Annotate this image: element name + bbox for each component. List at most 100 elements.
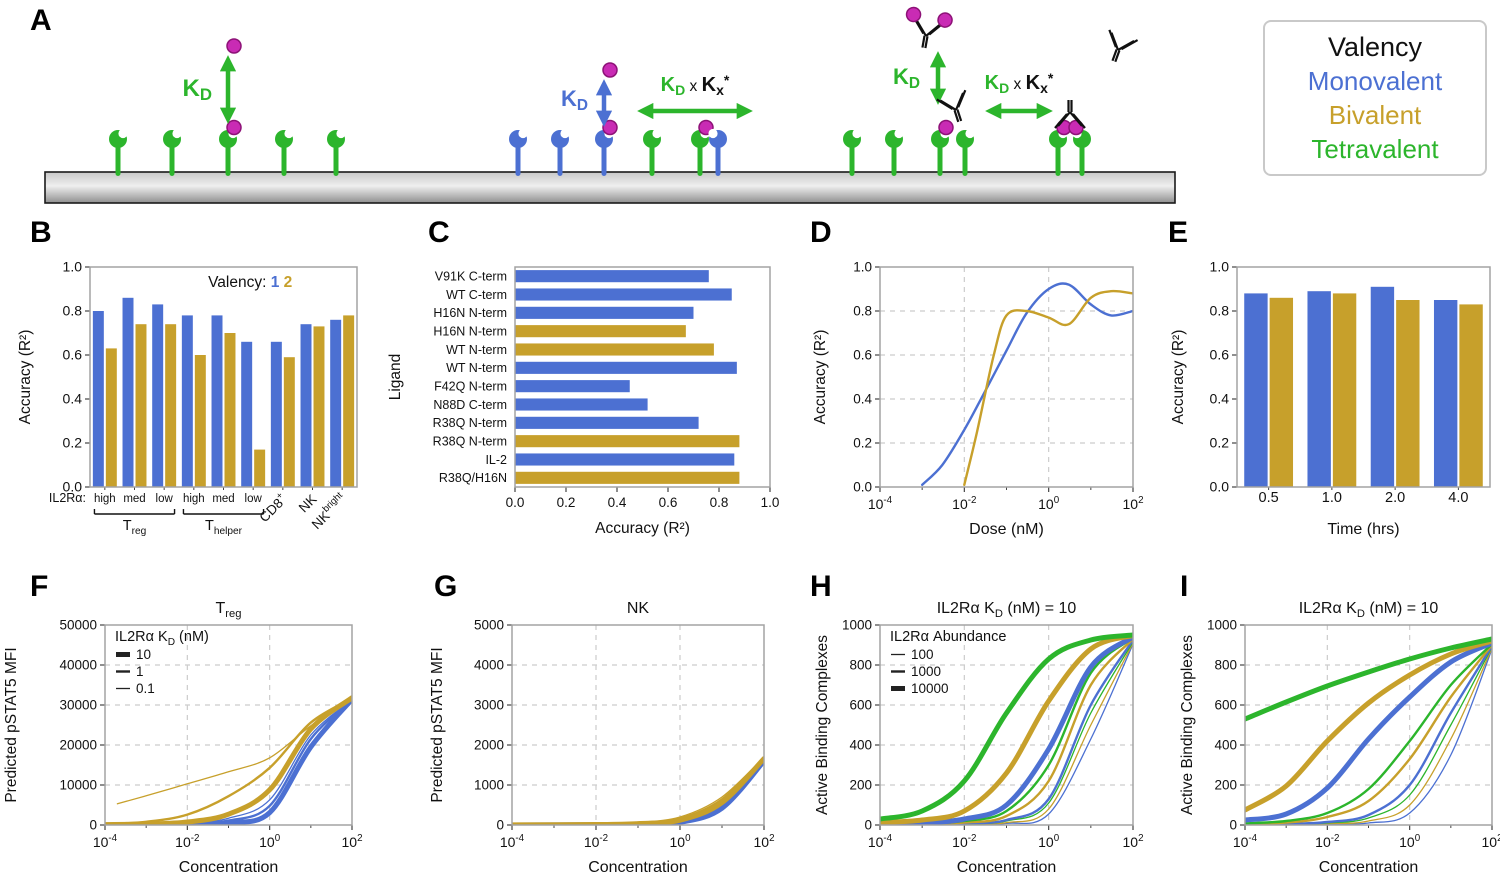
bars [515,270,740,484]
svg-text:0: 0 [864,818,872,833]
bar [92,311,104,487]
bar [515,453,735,466]
bar [515,270,709,283]
svg-text:1.0: 1.0 [1322,490,1342,506]
y-axis: 0.0 0.2 0.4 0.6 0.8 1.0 [853,260,880,495]
plot-border [514,266,771,488]
y-axis: 0 10000 20000 30000 40000 50000 [59,618,105,833]
axis-prefix: IL2Rα: [49,491,86,505]
panel-letter-I: I [1180,570,1189,603]
bar [1244,293,1268,487]
plot-border [879,624,1134,826]
svg-text:0.0: 0.0 [506,495,525,510]
receptor-icon [691,119,714,176]
bar [515,380,630,393]
bar [152,304,164,487]
ligand-icon [226,119,242,136]
receptor-icon [1068,119,1091,176]
y-axis-label: Accuracy (R²) [17,330,34,425]
bar [515,471,740,484]
receptor-icon [595,119,618,176]
chart-pstat5-nk: 0 1000 2000 3000 4000 5000 10-4 10-2 100 102 NK Con… [429,600,775,876]
y-axis-label: Predicted pSTAT5 MFI [429,647,446,802]
series-bivalent-1 [512,756,764,825]
legend: IL2Rα Abundance 100 1000 10000 [890,629,1006,696]
chart-accuracy-by-dose: 0.0 0.2 0.4 0.6 0.8 1.0 10-4 10-2 100 102 Dose (nM… [812,260,1144,539]
series-lines [880,632,1133,825]
series-monovalent-0.1 [512,758,764,825]
svg-text:0.8: 0.8 [853,304,872,319]
bar [194,355,206,487]
x-axis-label: Accuracy (R²) [595,520,690,537]
svg-text:1.0: 1.0 [761,495,780,510]
valency-legend: Valency Monovalent Bivalent Tetravalent [1263,20,1487,176]
series-mono-10000 [880,634,1133,825]
series-lines [1245,636,1492,825]
panel-letter-A: A [30,4,52,37]
svg-text:10: 10 [136,647,151,662]
series-bivalent-0.1 [116,698,352,805]
bar [515,416,699,429]
svg-text:20000: 20000 [59,738,97,753]
series-2 [963,289,1133,486]
svg-text:0: 0 [89,818,97,833]
y-axis: 0.0 0.2 0.4 0.6 0.8 1.0 [63,259,90,495]
bar [515,288,732,301]
bar [515,306,694,319]
bar [300,324,312,487]
y-axis: 0.0 0.2 0.4 0.6 0.8 1.0 [1210,259,1237,495]
svg-text:low: low [156,493,174,505]
panel-letter-C: C [428,216,450,249]
bar [515,343,714,356]
plot-border [879,266,1134,488]
y-axis-label: Accuracy (R²) [812,330,829,425]
svg-text:0.6: 0.6 [853,348,872,363]
row-label: H16N N-term [433,324,507,338]
svg-text:1000: 1000 [911,664,941,679]
bar [254,449,266,487]
svg-text:0.0: 0.0 [1210,479,1230,495]
y-axis-label: Active Binding Complexes [814,635,831,815]
series-bi-1000 [1245,643,1492,825]
svg-text:800: 800 [849,658,872,673]
svg-text:102: 102 [753,833,774,850]
x-axis: 0.5 1.0 2.0 4.0 [1259,487,1468,506]
x-axis: 10-4 10-2 100 102 [1233,825,1500,850]
svg-text:0.8: 0.8 [710,495,729,510]
svg-text:0.4: 0.4 [1210,391,1230,407]
series-tetra-1000 [1245,642,1492,825]
chart-pstat5-treg: 0 10000 20000 30000 40000 50000 10-4 10-2 100 102… [3,600,363,876]
receptor-icon [109,128,128,176]
antibody-icon [905,6,953,49]
svg-text:0.1: 0.1 [136,681,155,696]
svg-text:low: low [245,493,263,505]
receptor-icon [1049,119,1072,176]
avidity-label: KD x Kx* [661,72,730,98]
ligand-icon [937,12,953,28]
svg-text:3000: 3000 [474,698,504,713]
plot-border [104,624,353,826]
x-axis: 10-4 10-2 100 102 [500,825,775,850]
bar [515,325,686,338]
receptor-icon [509,128,528,176]
svg-text:0.4: 0.4 [63,391,83,407]
y-axis: 0 200 400 600 800 1000 [1207,618,1245,833]
svg-text:30000: 30000 [59,698,97,713]
chart-title: Treg [216,600,242,620]
svg-text:10-2: 10-2 [952,495,976,512]
receptor-icon [163,128,182,176]
ligand-icon [226,38,242,54]
svg-text:50000: 50000 [59,618,97,633]
bar [1307,291,1331,487]
antibody-icon [1108,29,1139,63]
kd-label: KD [561,86,588,114]
x-axis: 10-4 10-2 100 102 [868,487,1144,512]
series-bivalent-0.1 [512,756,764,825]
svg-text:0.4: 0.4 [608,495,627,510]
svg-text:100: 100 [669,833,691,850]
svg-text:0.4: 0.4 [853,392,872,407]
bar [330,319,342,487]
plot-border [511,624,765,826]
series-bivalent-10 [512,756,764,825]
svg-text:0.8: 0.8 [1210,303,1230,319]
